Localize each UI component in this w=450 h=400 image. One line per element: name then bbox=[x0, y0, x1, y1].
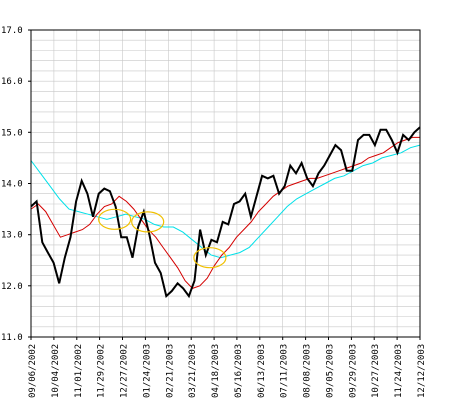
price-line bbox=[30, 126, 421, 299]
x-tick-label: 07/11/2003 bbox=[280, 344, 290, 398]
y-tick-label: 11.0 bbox=[1, 333, 23, 343]
y-tick-label: 14.0 bbox=[1, 180, 23, 190]
x-tick-label: 11/29/2002 bbox=[97, 344, 107, 398]
highlight-ellipse bbox=[131, 211, 165, 233]
x-tick-label: 01/24/2003 bbox=[142, 344, 152, 398]
y-tick-label: 13.0 bbox=[1, 231, 23, 241]
highlight-ellipse bbox=[193, 247, 227, 269]
x-tick-label: 09/06/2002 bbox=[28, 344, 38, 398]
grid-lines bbox=[31, 30, 420, 337]
x-tick-label: 11/01/2002 bbox=[74, 344, 84, 398]
x-tick-label: 03/21/2003 bbox=[188, 344, 198, 398]
y-tick-label: 16.0 bbox=[1, 77, 23, 87]
x-tick-label: 10/27/2003 bbox=[371, 344, 381, 398]
x-tick-label: 09/29/2003 bbox=[348, 344, 358, 398]
highlight-ellipses bbox=[97, 208, 227, 269]
x-tick-label: 12/12/2003 bbox=[417, 344, 427, 398]
y-tick-label: 12.0 bbox=[1, 282, 23, 292]
x-tick-label: 10/04/2002 bbox=[51, 344, 61, 398]
x-tick-label: 12/27/2002 bbox=[120, 344, 130, 398]
y-tick-label: 17.0 bbox=[1, 26, 23, 36]
y-tick-label: 15.0 bbox=[1, 128, 23, 138]
y-axis: 11.0 12.0 13.0 14.0 15.0 16.0 17.0 bbox=[1, 26, 31, 343]
x-tick-label: 04/18/2003 bbox=[211, 344, 221, 398]
x-tick-label: 08/08/2003 bbox=[303, 344, 313, 398]
x-tick-label: 06/13/2003 bbox=[257, 344, 267, 398]
x-tick-label: 05/16/2003 bbox=[234, 344, 244, 398]
x-axis: 09/06/2002 10/04/2002 11/01/2002 11/29/2002… bbox=[28, 337, 427, 398]
x-tick-label: 09/05/2003 bbox=[326, 344, 336, 398]
highlight-ellipse bbox=[97, 208, 132, 230]
x-tick-label: 11/24/2003 bbox=[394, 344, 404, 398]
short-moving-average-line bbox=[30, 136, 420, 289]
x-tick-label: 02/21/2003 bbox=[165, 344, 175, 398]
